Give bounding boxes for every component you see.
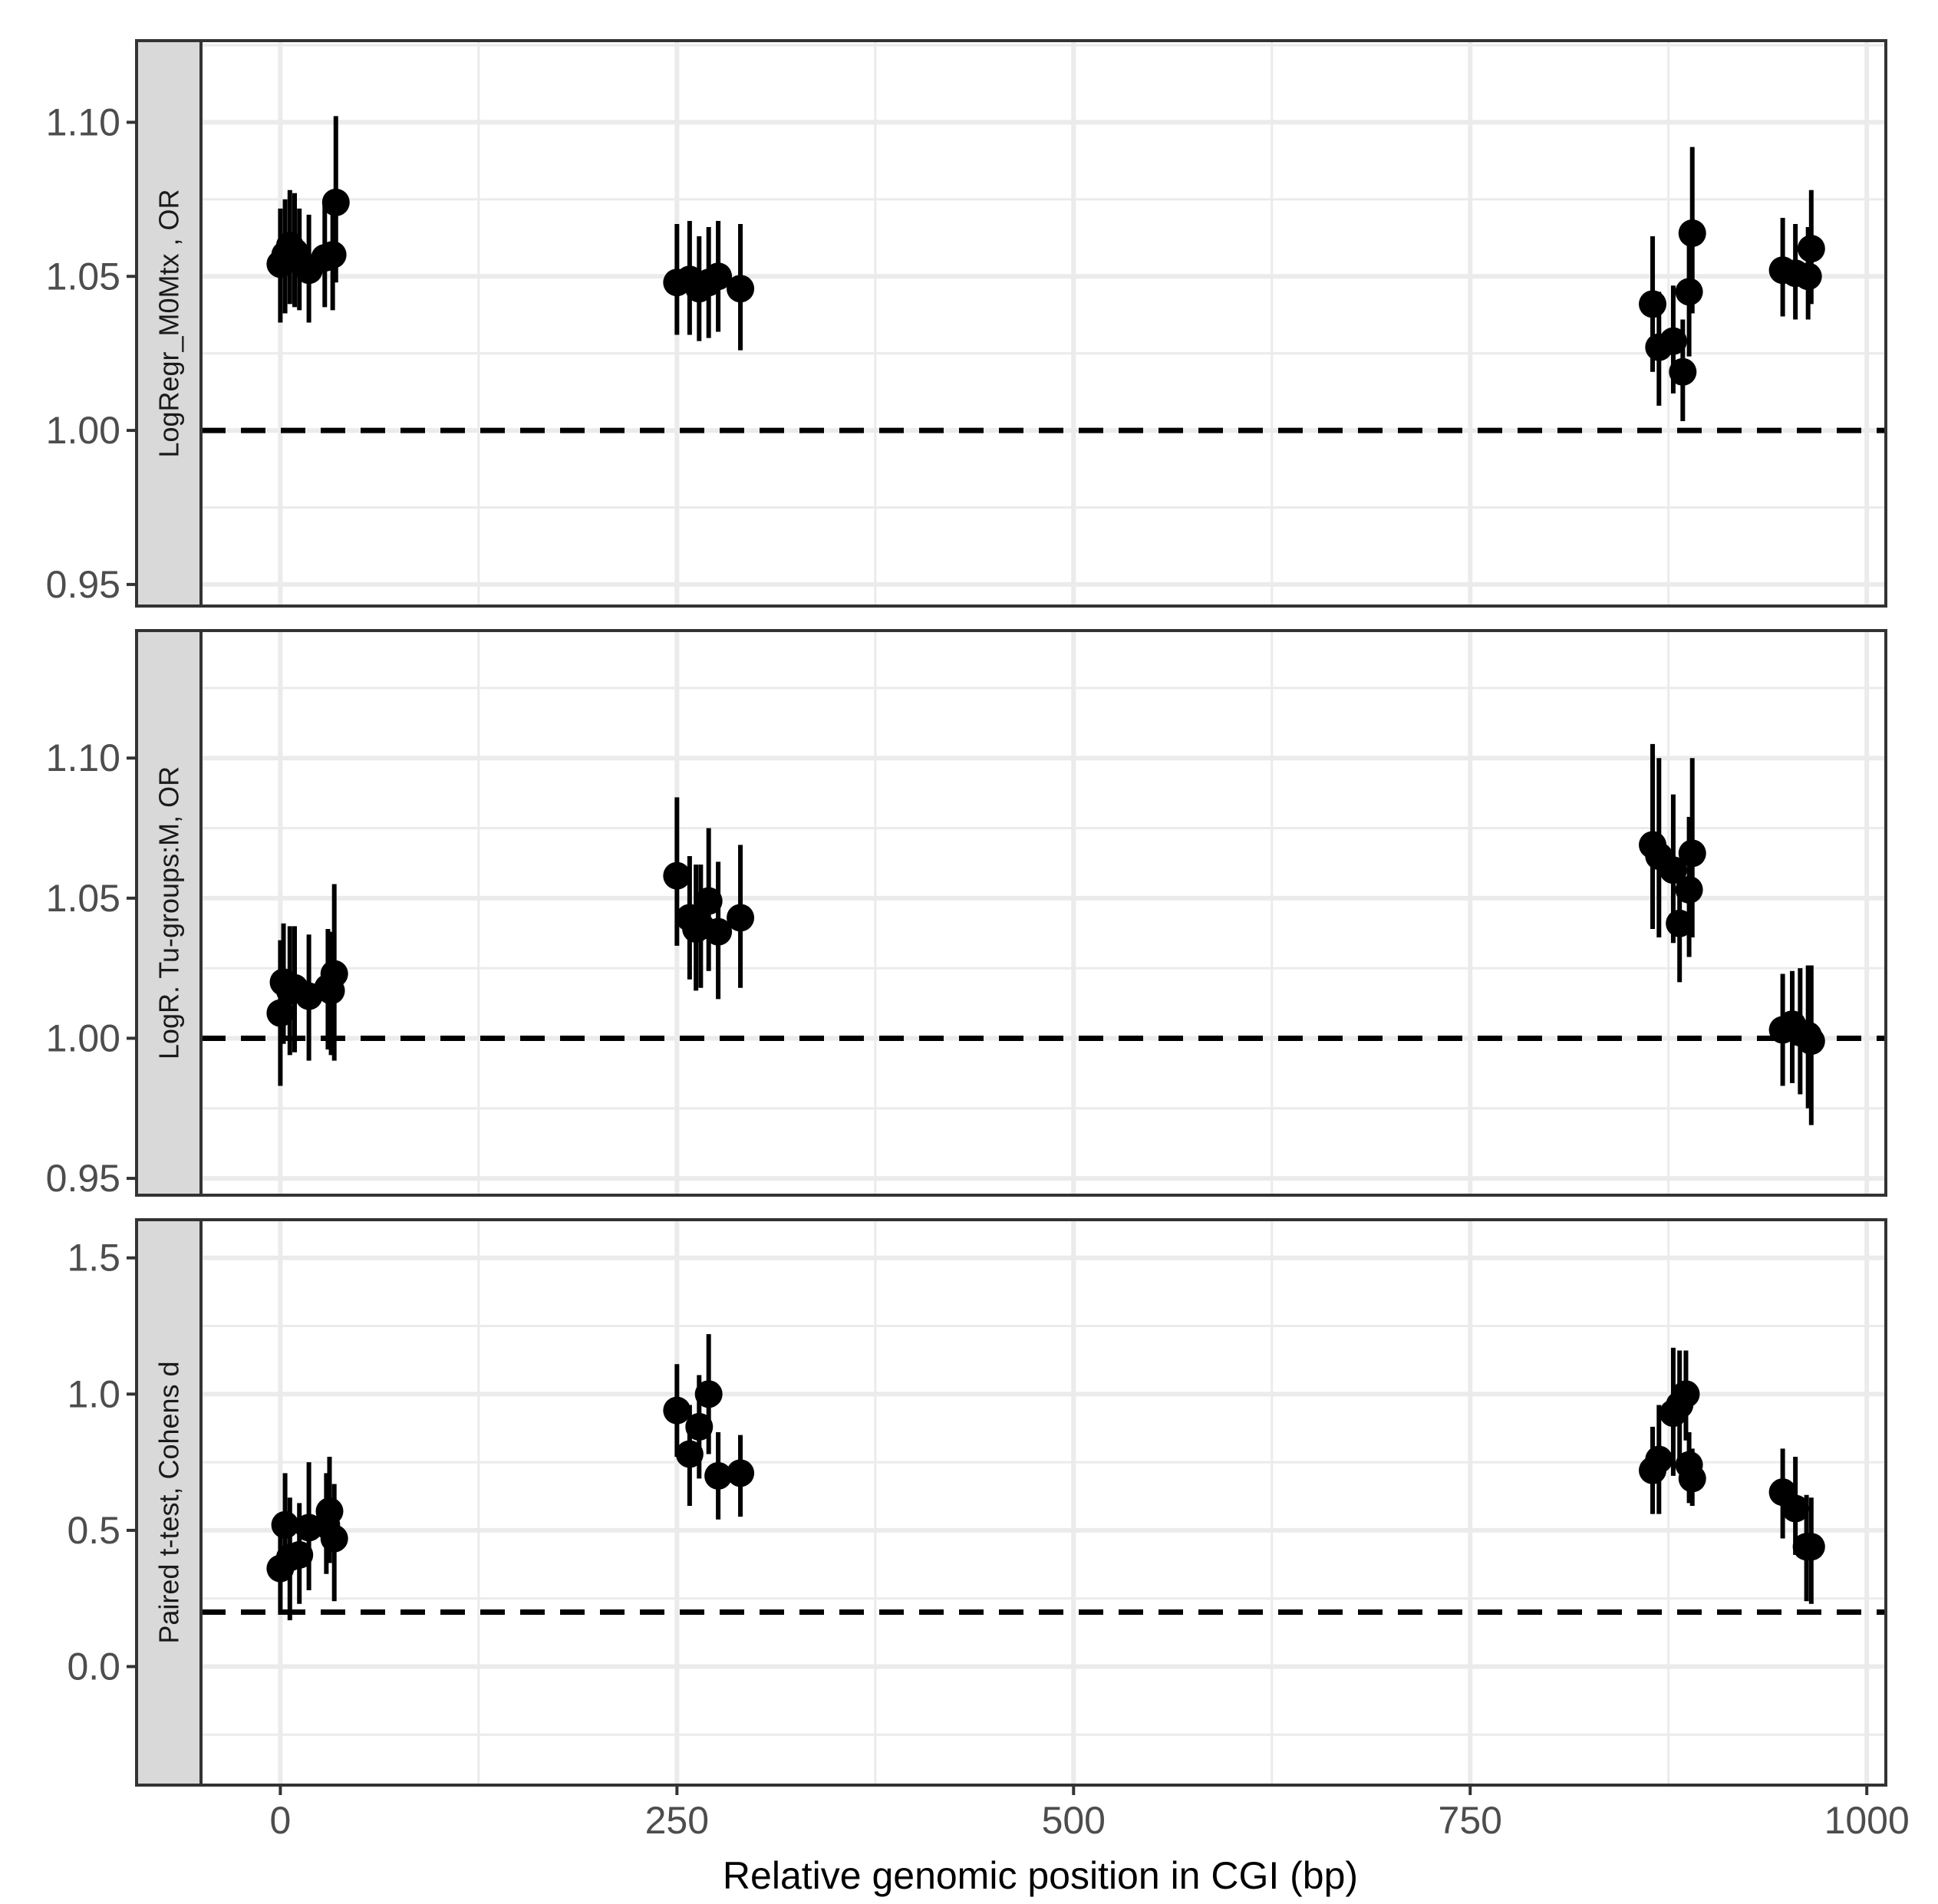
data-point [1797, 1533, 1825, 1561]
data-point [704, 917, 733, 946]
data-point [663, 861, 691, 890]
data-point [1794, 262, 1822, 291]
data-point [285, 1540, 314, 1569]
y-tick-label: 1.00 [46, 409, 120, 452]
facet-strip [135, 1218, 203, 1787]
data-point [704, 1461, 733, 1490]
data-point [1781, 1494, 1810, 1523]
y-tick-label: 0.95 [46, 1157, 120, 1200]
data-point [727, 1459, 755, 1487]
facet-strip-label: LogRegr_M0Mtx , OR [153, 189, 185, 457]
panel-background [201, 631, 1886, 1195]
data-point [266, 999, 295, 1027]
y-tick-label: 1.00 [46, 1016, 120, 1059]
facet-strip-label: Paired t-test, Cohens d [153, 1361, 185, 1643]
facet-panel: Paired t-test, Cohens d 0.0 0.5 1.0 1.5 [67, 1218, 1887, 1787]
data-point [320, 1524, 348, 1553]
x-tick-label: 500 [1042, 1799, 1106, 1842]
data-point [675, 1440, 704, 1468]
data-point [1675, 875, 1703, 904]
data-point [1666, 909, 1694, 937]
data-point [685, 1412, 714, 1441]
data-point [321, 188, 350, 216]
facet-panels: LogRegr_M0Mtx , OR0.951.001.051.10LogR. … [46, 39, 1887, 1787]
y-tick-label: 1.10 [46, 736, 120, 779]
y-tick-label: 1.0 [67, 1372, 120, 1415]
data-point [315, 1497, 344, 1526]
x-axis-title: Relative genomic position in CGI (bp) [723, 1854, 1358, 1897]
y-tick-label: 1.10 [46, 100, 120, 143]
x-tick-label: 750 [1439, 1799, 1502, 1842]
data-point [727, 275, 755, 303]
data-point [1659, 327, 1687, 355]
panel-content [201, 631, 1886, 1195]
y-tick-label: 1.5 [67, 1237, 120, 1280]
x-tick-label: 250 [645, 1799, 709, 1842]
panel-content [201, 41, 1886, 606]
y-tick-label: 0.95 [46, 563, 120, 606]
x-axis: 0 250 500 750 1000 [137, 1784, 1910, 1842]
data-point [1797, 1027, 1825, 1056]
x-tick-label: 0 [269, 1799, 291, 1842]
data-point [271, 1510, 299, 1539]
facet-panel: LogR. Tu-groups:M, OR 0.95 1.00 1.05 1.10 [46, 629, 1887, 1200]
data-point [1675, 278, 1703, 306]
data-point [727, 904, 755, 932]
data-point [1669, 357, 1697, 386]
facet-strip [135, 629, 203, 1197]
data-point [1659, 856, 1687, 884]
data-point [1645, 1445, 1673, 1474]
facet-strip-label: LogR. Tu-groups:M, OR [153, 766, 185, 1059]
x-tick-label: 1000 [1824, 1799, 1910, 1842]
panel-background [201, 1220, 1886, 1785]
data-point [1797, 235, 1825, 263]
panel-background [201, 41, 1886, 606]
data-point [1678, 1464, 1706, 1493]
data-point [694, 1380, 723, 1408]
data-point [1678, 219, 1706, 248]
data-point [704, 262, 733, 291]
y-tick-label: 0.5 [67, 1509, 120, 1552]
y-tick-label: 1.05 [46, 255, 120, 298]
data-point [1678, 839, 1706, 868]
facet-strip [135, 39, 203, 608]
data-point [320, 960, 348, 988]
data-point [663, 1396, 691, 1425]
data-point [694, 887, 723, 915]
data-point [1672, 1380, 1700, 1408]
y-tick-label: 0.0 [67, 1645, 120, 1688]
panel-content [201, 1220, 1886, 1785]
data-point [1639, 290, 1667, 318]
data-point [318, 241, 347, 269]
y-tick-label: 1.05 [46, 877, 120, 920]
facet-panel: LogRegr_M0Mtx , OR 0.95 1.00 1.05 1.10 [46, 39, 1887, 608]
